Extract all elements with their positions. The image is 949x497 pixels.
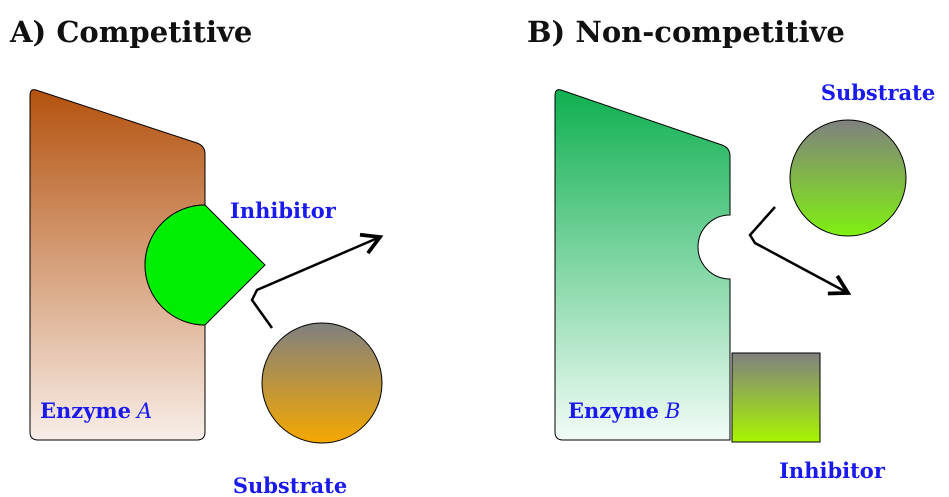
inhibitor-label: Inhibitor bbox=[779, 458, 886, 483]
substrate bbox=[261, 322, 383, 444]
panel-title: A) Competitive bbox=[9, 15, 252, 49]
enzyme-label: Enzyme B bbox=[568, 398, 680, 423]
enzyme-name: Enzyme bbox=[40, 398, 131, 423]
enzyme-variable: B bbox=[664, 399, 680, 423]
arrow bbox=[250, 232, 384, 329]
enzyme-name: Enzyme bbox=[568, 398, 659, 423]
substrate-label: Substrate bbox=[821, 80, 935, 105]
arrow bbox=[748, 206, 852, 296]
enzyme bbox=[554, 89, 731, 441]
enzyme-label: Enzyme A bbox=[40, 398, 152, 423]
substrate-label: Substrate bbox=[233, 473, 347, 497]
substrate bbox=[789, 119, 907, 237]
inhibitor bbox=[731, 352, 821, 443]
inhibitor bbox=[144, 204, 266, 326]
panel-title: B) Non-competitive bbox=[527, 15, 845, 49]
enzyme-variable: A bbox=[135, 399, 152, 423]
inhibitor-label: Inhibitor bbox=[230, 198, 337, 223]
